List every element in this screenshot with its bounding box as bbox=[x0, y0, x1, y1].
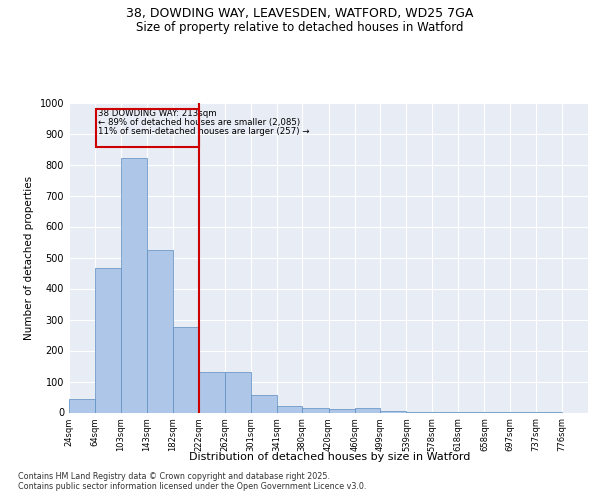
Text: Distribution of detached houses by size in Watford: Distribution of detached houses by size … bbox=[190, 452, 470, 462]
Bar bbox=[121, 158, 147, 412]
Bar bbox=[225, 372, 251, 412]
Bar bbox=[329, 410, 355, 412]
Text: Size of property relative to detached houses in Watford: Size of property relative to detached ho… bbox=[136, 21, 464, 34]
Text: 38, DOWDING WAY, LEAVESDEN, WATFORD, WD25 7GA: 38, DOWDING WAY, LEAVESDEN, WATFORD, WD2… bbox=[127, 8, 473, 20]
Bar bbox=[380, 411, 406, 412]
Text: 38 DOWDING WAY: 213sqm: 38 DOWDING WAY: 213sqm bbox=[98, 108, 217, 118]
Y-axis label: Number of detached properties: Number of detached properties bbox=[24, 176, 34, 340]
Bar bbox=[199, 372, 225, 412]
Bar bbox=[69, 398, 95, 412]
Bar bbox=[173, 327, 199, 412]
Bar bbox=[355, 408, 380, 412]
Text: Contains HM Land Registry data © Crown copyright and database right 2025.: Contains HM Land Registry data © Crown c… bbox=[18, 472, 330, 481]
Bar bbox=[251, 396, 277, 412]
Text: Contains public sector information licensed under the Open Government Licence v3: Contains public sector information licen… bbox=[18, 482, 367, 491]
Text: 11% of semi-detached houses are larger (257) →: 11% of semi-detached houses are larger (… bbox=[98, 126, 310, 136]
Bar bbox=[96, 108, 199, 148]
Bar bbox=[147, 250, 173, 412]
Text: ← 89% of detached houses are smaller (2,085): ← 89% of detached houses are smaller (2,… bbox=[98, 118, 300, 127]
Bar bbox=[302, 408, 329, 412]
Bar bbox=[277, 406, 302, 412]
Bar bbox=[95, 268, 121, 412]
